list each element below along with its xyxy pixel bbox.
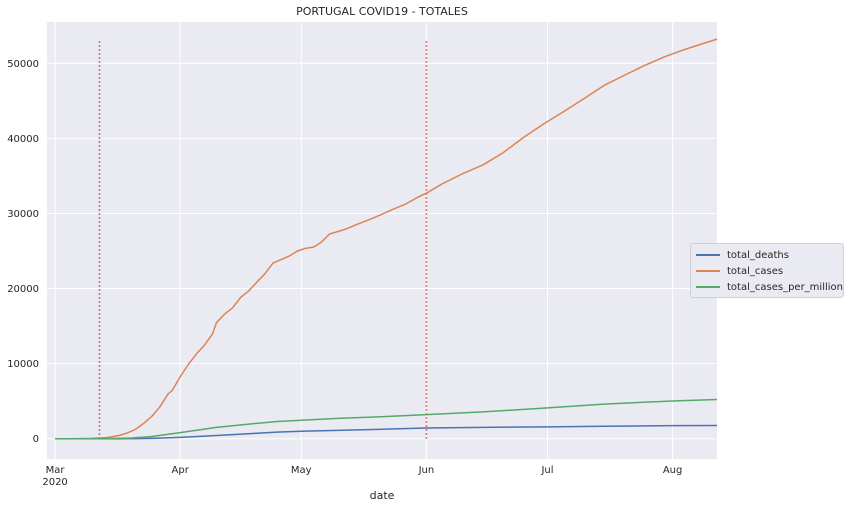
legend: total_deaths total_cases total_cases_per_m… xyxy=(690,243,844,298)
y-tick-label: 40000 xyxy=(7,134,39,145)
legend-label: total_cases_per_million xyxy=(727,281,843,293)
plot-area xyxy=(47,22,717,459)
x-tick-label: Mar xyxy=(46,465,66,476)
y-tick-label: 50000 xyxy=(7,59,39,70)
x-gridlines xyxy=(54,22,674,459)
series-line-total-deaths xyxy=(55,424,718,440)
chart-title: PORTUGAL COVID19 - TOTALES xyxy=(296,5,468,18)
legend-label: total_deaths xyxy=(727,249,789,261)
y-tick-label: 20000 xyxy=(7,284,39,295)
x-tick-sublabel: 2020 xyxy=(42,477,67,488)
legend-item: total_deaths xyxy=(691,247,789,263)
series-line-total-cases xyxy=(55,38,718,440)
x-axis-label: date xyxy=(370,489,395,502)
x-tick-label: May xyxy=(291,465,312,476)
y-tick-label: 30000 xyxy=(7,209,39,220)
legend-item: total_cases xyxy=(691,263,783,279)
legend-item: total_cases_per_million xyxy=(691,279,843,295)
x-tick-label: Aug xyxy=(663,465,683,476)
legend-label: total_cases xyxy=(727,265,784,277)
y-tick-label: 0 xyxy=(33,434,39,445)
reference-lines xyxy=(98,39,428,439)
series-line-total-cases-per-million xyxy=(55,398,718,440)
x-tick-label: Apr xyxy=(172,465,190,476)
legend-swatch xyxy=(696,286,720,288)
series-lines xyxy=(55,38,718,440)
legend-swatch xyxy=(696,254,720,256)
y-tick-labels: 0 10000 20000 30000 40000 50000 xyxy=(7,59,39,445)
legend-swatch xyxy=(696,270,720,272)
y-tick-label: 10000 xyxy=(7,359,39,370)
x-tick-label: Jul xyxy=(540,465,553,476)
x-tick-label: Jun xyxy=(418,465,435,476)
